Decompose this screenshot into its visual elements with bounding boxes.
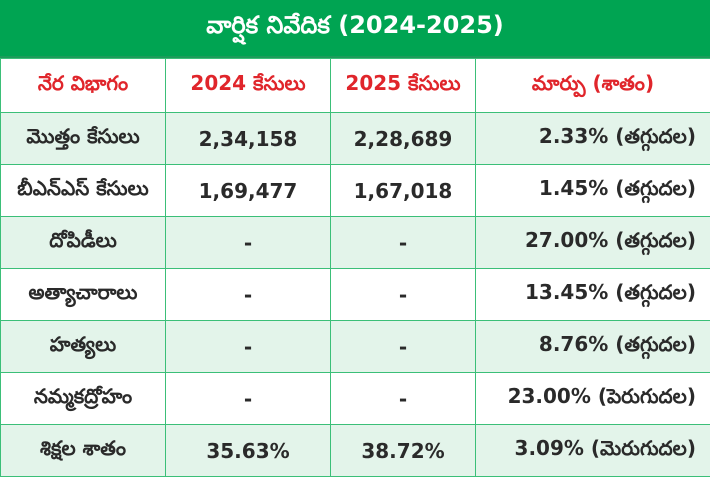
table-row: అత్యాచారాలు - - 13.45% (తగ్గుదల)	[1, 269, 710, 321]
cases-2025-cell: -	[331, 269, 476, 321]
category-cell: బీఎన్ఎస్ కేసులు	[1, 165, 166, 217]
header-change: మార్పు (శాతం)	[476, 59, 710, 113]
change-cell: 8.76% (తగ్గుదల)	[476, 321, 710, 373]
cases-2025-cell: 1,67,018	[331, 165, 476, 217]
cases-2024-cell: 35.63%	[166, 425, 331, 477]
table-row: నమ్మకద్రోహం - - 23.00% (పెరుగుదల)	[1, 373, 710, 425]
cases-2024-cell: -	[166, 217, 331, 269]
change-cell: 27.00% (తగ్గుదల)	[476, 217, 710, 269]
category-cell: మొత్తం కేసులు	[1, 113, 166, 165]
cases-2024-cell: -	[166, 321, 331, 373]
cases-2025-cell: 38.72%	[331, 425, 476, 477]
category-cell: అత్యాచారాలు	[1, 269, 166, 321]
cases-2024-cell: -	[166, 269, 331, 321]
category-cell: శిక్షల శాతం	[1, 425, 166, 477]
report-title: వార్షిక నివేదిక (2024-2025)	[0, 0, 710, 58]
change-cell: 3.09% (మెరుగుదల)	[476, 425, 710, 477]
header-2025: 2025 కేసులు	[331, 59, 476, 113]
header-2024: 2024 కేసులు	[166, 59, 331, 113]
table-row: దోపిడీలు - - 27.00% (తగ్గుదల)	[1, 217, 710, 269]
cases-2025-cell: -	[331, 217, 476, 269]
cases-2025-cell: 2,28,689	[331, 113, 476, 165]
header-row: నేర విభాగం 2024 కేసులు 2025 కేసులు మార్ప…	[1, 59, 710, 113]
category-cell: నమ్మకద్రోహం	[1, 373, 166, 425]
category-cell: దోపిడీలు	[1, 217, 166, 269]
category-cell: హత్యలు	[1, 321, 166, 373]
change-cell: 23.00% (పెరుగుదల)	[476, 373, 710, 425]
header-category: నేర విభాగం	[1, 59, 166, 113]
cases-2024-cell: 1,69,477	[166, 165, 331, 217]
cases-2024-cell: 2,34,158	[166, 113, 331, 165]
cases-2024-cell: -	[166, 373, 331, 425]
cases-2025-cell: -	[331, 321, 476, 373]
change-cell: 2.33% (తగ్గుదల)	[476, 113, 710, 165]
table-row: బీఎన్ఎస్ కేసులు 1,69,477 1,67,018 1.45% …	[1, 165, 710, 217]
cases-2025-cell: -	[331, 373, 476, 425]
table-row: హత్యలు - - 8.76% (తగ్గుదల)	[1, 321, 710, 373]
table-row: శిక్షల శాతం 35.63% 38.72% 3.09% (మెరుగుద…	[1, 425, 710, 477]
change-cell: 13.45% (తగ్గుదల)	[476, 269, 710, 321]
change-cell: 1.45% (తగ్గుదల)	[476, 165, 710, 217]
crime-stats-table: నేర విభాగం 2024 కేసులు 2025 కేసులు మార్ప…	[0, 58, 710, 477]
table-row: మొత్తం కేసులు 2,34,158 2,28,689 2.33% (త…	[1, 113, 710, 165]
